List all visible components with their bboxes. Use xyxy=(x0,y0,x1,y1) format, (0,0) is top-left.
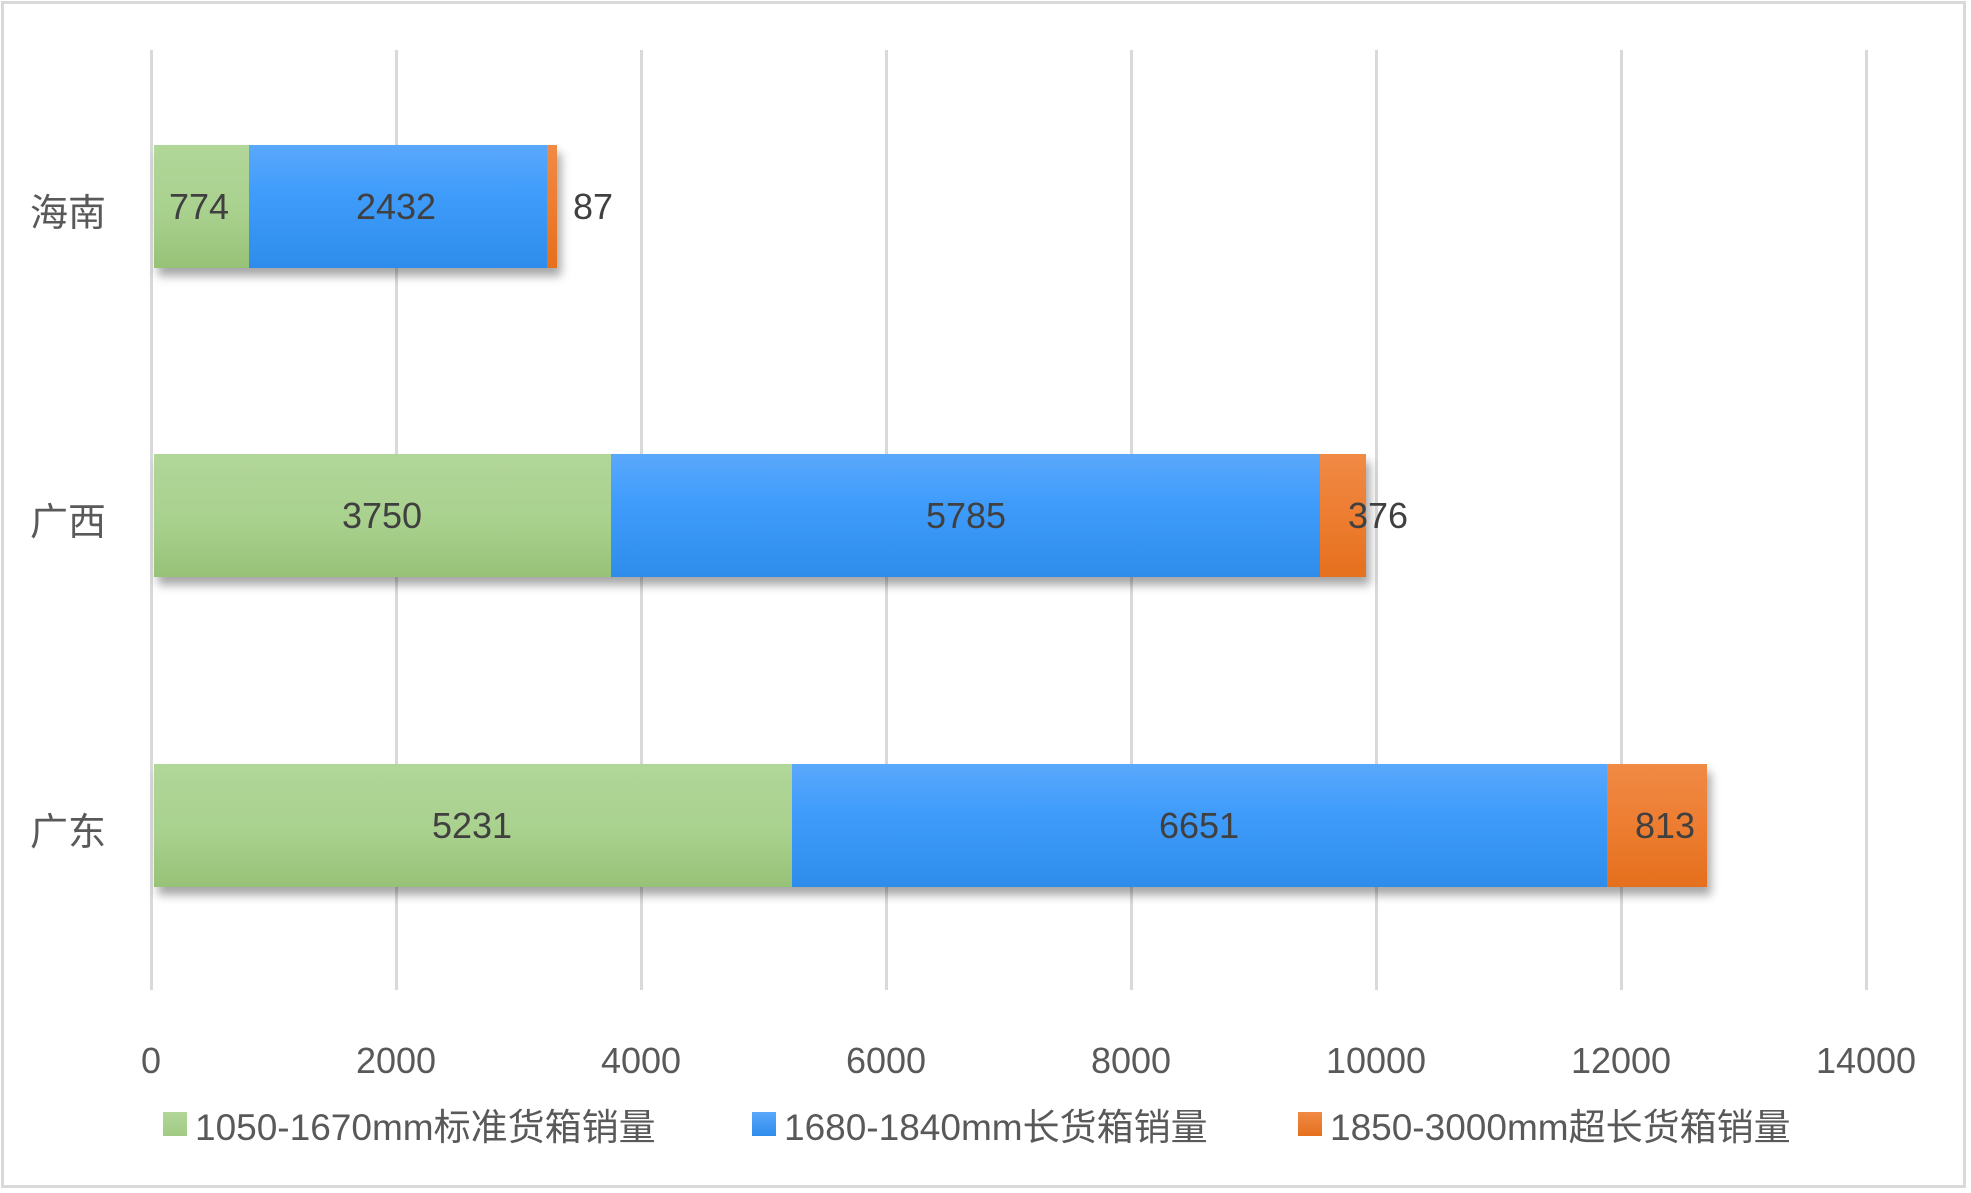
x-tick-label: 0 xyxy=(140,1040,162,1081)
gridline-14000 xyxy=(1865,50,1868,990)
legend-swatch-green-icon xyxy=(163,1112,187,1136)
data-label: 5785 xyxy=(925,495,1007,536)
x-tick-label: 12000 xyxy=(1570,1040,1672,1081)
legend-swatch-blue-icon xyxy=(752,1112,776,1136)
bar-guangdong[interactable] xyxy=(154,764,1707,887)
category-label-guangdong: 广东 xyxy=(30,810,107,854)
bar-segment-extra-long[interactable] xyxy=(547,145,557,268)
bar-segment-extra-long[interactable] xyxy=(1320,454,1366,577)
x-tick-label: 8000 xyxy=(1090,1040,1172,1081)
x-tick-label: 10000 xyxy=(1325,1040,1427,1081)
gridline-0 xyxy=(150,50,153,990)
x-tick-label: 14000 xyxy=(1815,1040,1917,1081)
legend-label: 1050-1670mm标准货箱销量 xyxy=(195,1107,656,1148)
legend-item-long[interactable]: 1680-1840mm长货箱销量 xyxy=(752,1098,1208,1150)
x-tick-label: 6000 xyxy=(845,1040,927,1081)
bar-segment-long[interactable] xyxy=(249,145,547,268)
legend-item-extra-long[interactable]: 1850-3000mm超长货箱销量 xyxy=(1298,1098,1791,1150)
legend-label: 1850-3000mm超长货箱销量 xyxy=(1330,1107,1791,1148)
x-tick-label: 2000 xyxy=(355,1040,437,1081)
data-label: 2432 xyxy=(355,186,437,227)
bar-segment-long[interactable] xyxy=(611,454,1320,577)
gridline-10000 xyxy=(1375,50,1378,990)
legend-label: 1680-1840mm长货箱销量 xyxy=(784,1107,1208,1148)
bar-segment-standard[interactable] xyxy=(154,764,792,887)
data-label: 6651 xyxy=(1158,805,1240,846)
gridline-12000 xyxy=(1620,50,1623,990)
bar-segment-extra-long[interactable] xyxy=(1607,764,1707,887)
bar-hainan[interactable] xyxy=(154,145,557,268)
bar-segment-long[interactable] xyxy=(792,764,1607,887)
x-tick-label: 4000 xyxy=(600,1040,682,1081)
data-label: 3750 xyxy=(341,495,423,536)
bar-segment-standard[interactable] xyxy=(154,145,249,268)
legend-item-standard[interactable]: 1050-1670mm标准货箱销量 xyxy=(163,1098,656,1150)
bar-segment-standard[interactable] xyxy=(154,454,611,577)
category-label-guangxi: 广西 xyxy=(30,500,107,544)
category-label-hainan: 海南 xyxy=(30,191,107,235)
bar-guangxi[interactable] xyxy=(154,454,1366,577)
data-label: 376 xyxy=(1347,495,1409,536)
data-label: 813 xyxy=(1634,805,1696,846)
data-label: 5231 xyxy=(431,805,513,846)
data-label: 774 xyxy=(168,186,230,227)
legend: 1050-1670mm标准货箱销量 1680-1840mm长货箱销量 1850-… xyxy=(0,1098,1971,1150)
data-label: 87 xyxy=(572,186,614,227)
legend-swatch-orange-icon xyxy=(1298,1112,1322,1136)
